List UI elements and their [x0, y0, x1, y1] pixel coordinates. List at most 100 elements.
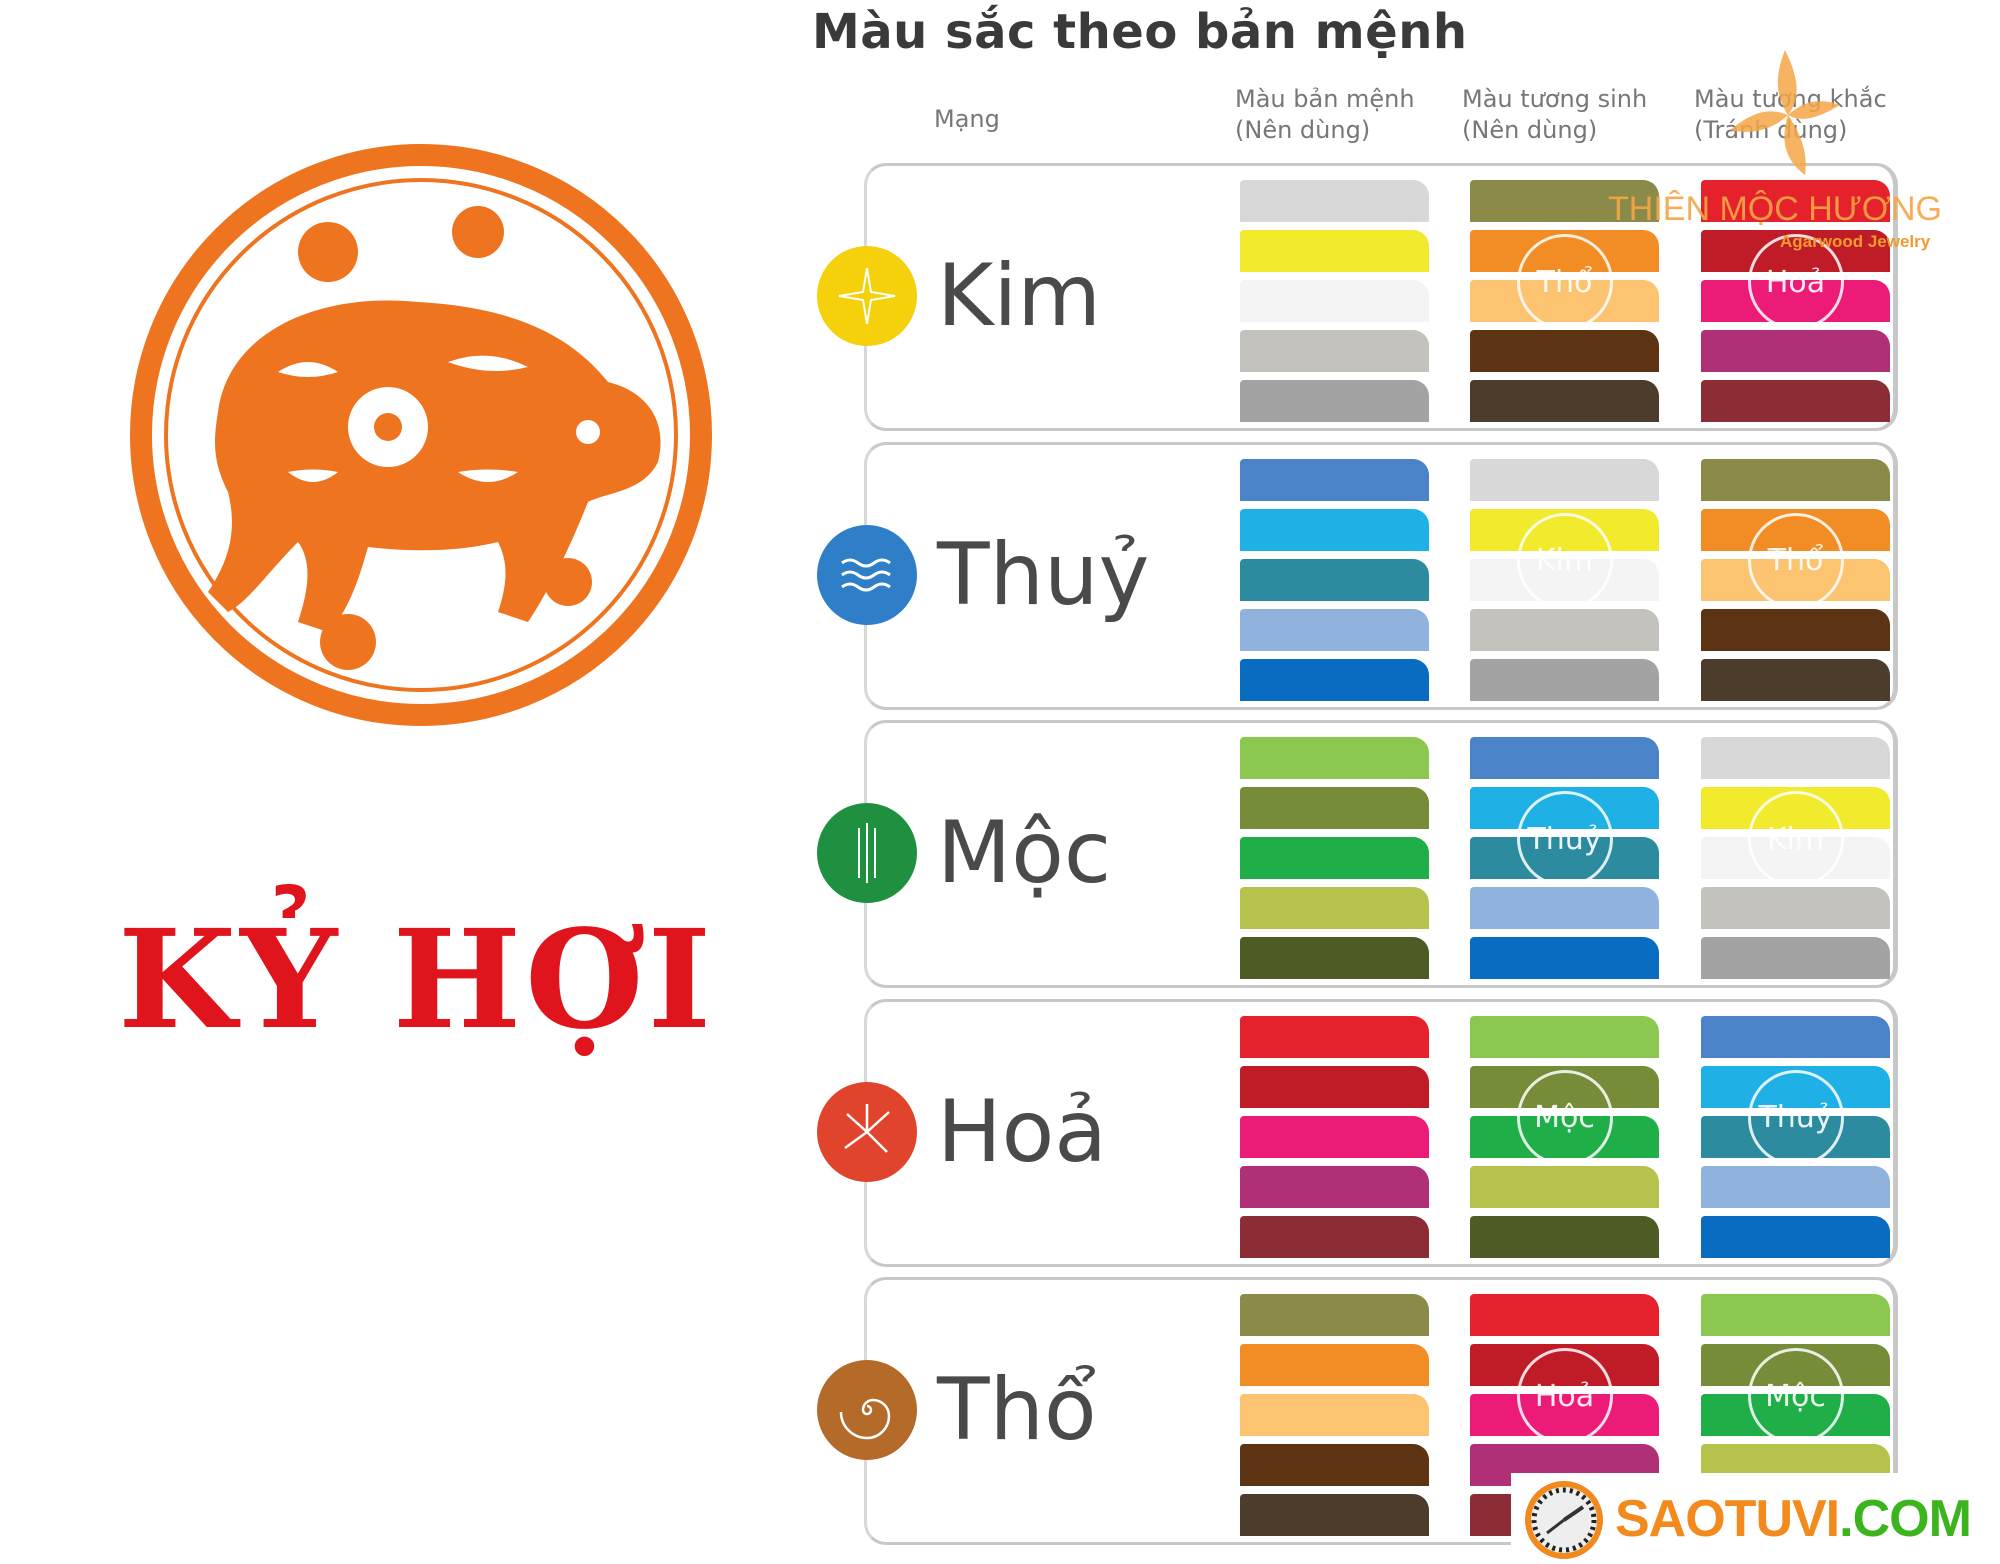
color-swatch	[1701, 458, 1890, 501]
color-swatch	[1470, 937, 1659, 980]
pig-emblem	[128, 142, 714, 728]
color-swatch	[1470, 1294, 1659, 1337]
element-ring-label: Thổ	[1747, 512, 1844, 609]
color-swatch	[1240, 230, 1429, 272]
color-swatch	[1701, 1165, 1890, 1208]
swatches-sinh: Thuỷ	[1470, 737, 1659, 987]
tree-icon	[817, 803, 917, 904]
color-swatch	[1240, 508, 1429, 551]
color-swatch	[1470, 658, 1659, 701]
color-swatch	[1240, 280, 1429, 322]
color-swatch	[1240, 1215, 1429, 1258]
element-ring-label: Mộc	[1747, 1348, 1844, 1445]
color-swatch	[1240, 1394, 1429, 1437]
color-swatch	[1470, 380, 1659, 422]
swatches-khac: Thổ	[1701, 458, 1890, 709]
color-swatch	[1240, 1165, 1429, 1208]
color-swatch	[1470, 737, 1659, 780]
color-swatch	[1240, 1344, 1429, 1387]
color-swatch	[1240, 180, 1429, 222]
color-swatch	[1240, 937, 1429, 980]
element-row-0: Kim Thổ Hoả	[817, 163, 1898, 431]
color-swatch	[1240, 458, 1429, 501]
saotuvi-wordmark: SAOTUVI.COM	[1615, 1489, 1972, 1549]
color-swatch	[1240, 1065, 1429, 1108]
swatches-own	[1240, 1294, 1429, 1544]
spiral-icon	[817, 1360, 917, 1461]
sparkle-icon	[817, 246, 917, 346]
watermark-flower-icon	[1730, 50, 1840, 180]
color-swatch	[1701, 180, 1890, 222]
header-own-line1: Màu bản mệnh	[1235, 85, 1415, 113]
logo-main: SAOTUVI	[1615, 1490, 1840, 1548]
color-swatch	[1240, 330, 1429, 372]
header-own: Màu bản mệnh (Nên dùng)	[1235, 84, 1415, 146]
element-ring-label: Thuỷ	[1516, 791, 1613, 888]
element-name: Thổ	[937, 1360, 1097, 1461]
color-swatch	[1470, 1015, 1659, 1058]
color-swatch	[1240, 1115, 1429, 1158]
swatches-khac: Thuỷ	[1701, 1015, 1890, 1266]
watermark-tagline: Agarwood Jewelry	[1780, 232, 1931, 251]
logo-tld: .COM	[1839, 1490, 1972, 1548]
element-ring-label: Hoả	[1747, 234, 1844, 330]
swatches-own	[1240, 737, 1429, 987]
swatches-sinh: Mộc	[1470, 1015, 1659, 1266]
color-swatch	[1470, 1165, 1659, 1208]
element-ring-label: Thuỷ	[1747, 1069, 1844, 1166]
color-swatch	[1240, 1444, 1429, 1487]
swatches-sinh: Thổ	[1470, 180, 1659, 430]
color-swatch	[1701, 380, 1890, 422]
color-swatch	[1240, 658, 1429, 701]
color-swatch	[1240, 887, 1429, 930]
swatches-own	[1240, 180, 1429, 430]
element-ring-label: Mộc	[1516, 1069, 1613, 1166]
swatches-sinh: Kim	[1470, 458, 1659, 709]
clock-icon	[1525, 1481, 1603, 1559]
element-name: Hoả	[937, 1081, 1107, 1182]
element-ring-label: Thổ	[1516, 234, 1613, 330]
color-swatch	[1240, 737, 1429, 780]
color-swatch	[1470, 608, 1659, 651]
header-sinh-line1: Màu tương sinh	[1462, 85, 1648, 113]
color-swatch	[1240, 380, 1429, 422]
element-row-3: Hoả Mộc Thuỷ	[817, 998, 1898, 1267]
color-swatch	[1240, 837, 1429, 880]
element-name: Kim	[937, 246, 1102, 346]
color-swatch	[1240, 1294, 1429, 1337]
header-sinh: Màu tương sinh (Nên dùng)	[1462, 84, 1647, 146]
header-mang: Mạng	[934, 105, 1000, 133]
swatches-khac: Kim	[1701, 737, 1890, 987]
swatches-own	[1240, 458, 1429, 709]
element-ring-label: Kim	[1747, 791, 1844, 888]
color-swatch	[1470, 887, 1659, 930]
page-title: Màu sắc theo bản mệnh	[812, 4, 1468, 60]
color-swatch	[1701, 737, 1890, 780]
element-ring-label: Kim	[1516, 512, 1613, 609]
element-name: Mộc	[937, 803, 1112, 904]
waves-icon	[817, 524, 917, 625]
color-swatch	[1701, 1015, 1890, 1058]
color-swatch	[1470, 330, 1659, 372]
color-swatch	[1240, 1015, 1429, 1058]
color-swatch	[1240, 558, 1429, 601]
zodiac-heading: KỶ HỢI	[118, 900, 716, 1060]
fire-icon	[817, 1081, 917, 1182]
element-row-1: Thuỷ Kim Thổ	[817, 441, 1898, 710]
swatches-own	[1240, 1015, 1429, 1266]
color-swatch	[1701, 658, 1890, 701]
color-swatch	[1701, 1215, 1890, 1258]
color-swatch	[1701, 887, 1890, 930]
color-swatch	[1701, 608, 1890, 651]
color-swatch	[1701, 1294, 1890, 1337]
color-swatch	[1240, 1494, 1429, 1537]
color-swatch	[1470, 458, 1659, 501]
color-swatch	[1240, 787, 1429, 830]
element-row-2: Mộc Thuỷ Kim	[817, 720, 1898, 989]
color-swatch	[1240, 608, 1429, 651]
header-sinh-line2: (Nên dùng)	[1462, 116, 1598, 144]
color-swatch	[1701, 937, 1890, 980]
color-swatch	[1470, 180, 1659, 222]
element-name: Thuỷ	[937, 524, 1150, 625]
swatches-khac: Hoả	[1701, 180, 1890, 430]
